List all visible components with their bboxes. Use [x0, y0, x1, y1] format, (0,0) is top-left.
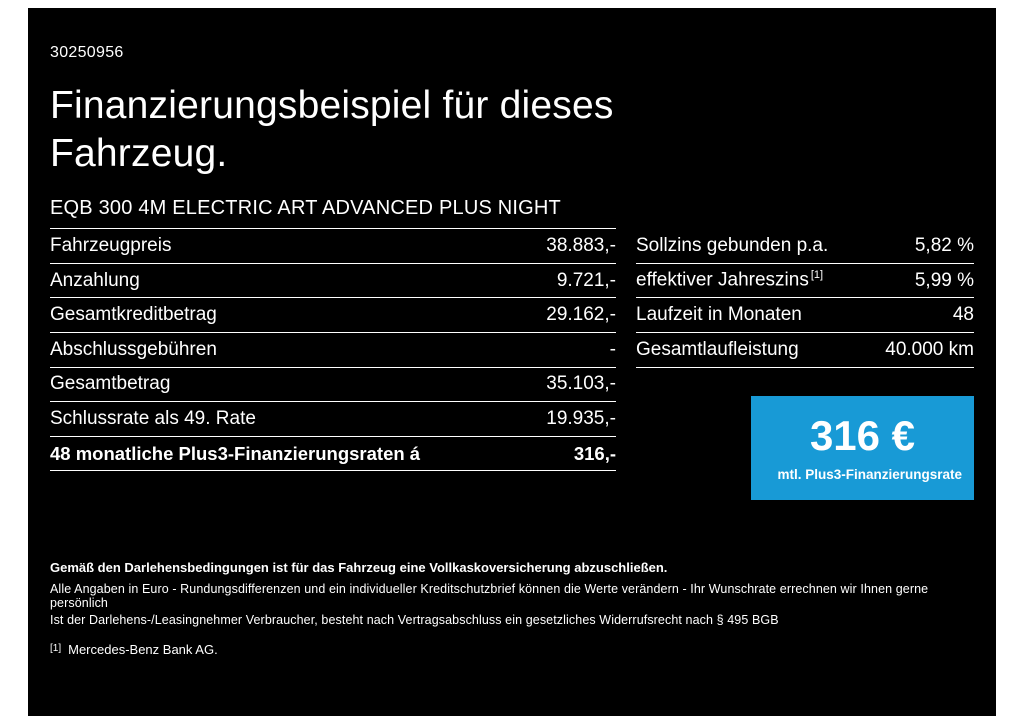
row-value: 48 [952, 304, 974, 326]
table-row-gesamtkreditbetrag: Gesamtkreditbetrag 29.162,- [50, 298, 616, 333]
row-value: 35.103,- [546, 373, 616, 395]
table-row-effektiver-jahreszins: effektiver Jahreszins [1] 5,99 % [636, 264, 974, 299]
row-value: 316,- [573, 442, 616, 464]
footnote-reference: [1] [810, 269, 824, 282]
page-title-line1: Finanzierungsbeispiel für dieses [50, 84, 614, 127]
footnote-text: Mercedes-Benz Bank AG. [68, 641, 218, 657]
row-label: 48 monatliche Plus3-Finanzierungsraten á [50, 442, 421, 464]
vehicle-model-subtitle: EQB 300 4M ELECTRIC ART ADVANCED PLUS NI… [50, 197, 616, 230]
table-row-abschlussgebuehren: Abschlussgebühren - [50, 333, 616, 368]
row-label: Laufzeit in Monaten [636, 304, 802, 326]
rate-box: 316 € mtl. Plus3-Finanzierungsrate [751, 395, 974, 500]
page-title: Finanzierungsbeispiel für dieses Fahrzeug… [50, 82, 974, 177]
row-label: Anzahlung [50, 269, 140, 291]
row-label: Schlussrate als 49. Rate [50, 407, 256, 429]
table-row-gesamtbetrag: Gesamtbetrag 35.103,- [50, 368, 616, 403]
row-label-text: effektiver Jahreszins [636, 269, 809, 291]
rate-caption: mtl. Plus3-Finanzierungsrate [777, 467, 962, 483]
row-label: Abschlussgebühren [50, 338, 217, 360]
row-label: effektiver Jahreszins [1] [636, 269, 823, 291]
financing-left-table: Fahrzeugpreis 38.883,- Anzahlung 9.721,-… [50, 229, 616, 499]
row-value: 38.883,- [546, 234, 616, 256]
row-label: Fahrzeugpreis [50, 234, 172, 256]
row-value: 40.000 km [885, 338, 974, 360]
table-row-gesamtlaufleistung: Gesamtlaufleistung 40.000 km [636, 333, 974, 368]
financing-tables: Fahrzeugpreis 38.883,- Anzahlung 9.721,-… [50, 229, 974, 500]
row-label: Sollzins gebunden p.a. [636, 234, 829, 256]
table-row-fahrzeugpreis: Fahrzeugpreis 38.883,- [50, 229, 616, 264]
row-label: Gesamtkreditbetrag [50, 304, 217, 326]
row-value: 5,99 % [914, 269, 974, 291]
row-value: 9.721,- [556, 269, 616, 291]
footnote: [1] Mercedes-Benz Bank AG. [50, 642, 974, 657]
table-row-anzahlung: Anzahlung 9.721,- [50, 264, 616, 299]
footer-note-2: Ist der Darlehens-/Leasingnehmer Verbrau… [50, 612, 779, 627]
table-row-schlussrate: Schlussrate als 49. Rate 19.935,- [50, 402, 616, 437]
table-row-monatsraten: 48 monatliche Plus3-Finanzierungsraten á… [50, 437, 616, 472]
financing-sheet: 30250956 Finanzierungsbeispiel für diese… [28, 8, 996, 716]
page-title-line2: Fahrzeug. [50, 131, 228, 175]
table-row-laufzeit: Laufzeit in Monaten 48 [636, 298, 974, 333]
row-value: 19.935,- [546, 407, 616, 429]
row-value: 5,82 % [914, 234, 974, 256]
financing-right-column: Sollzins gebunden p.a. 5,82 % effektiver… [636, 229, 974, 500]
document-id: 30250956 [50, 44, 124, 61]
row-label: Gesamtbetrag [50, 373, 171, 395]
legal-footer: Gemäß den Darlehensbedingungen ist für d… [50, 560, 974, 657]
row-value: 29.162,- [546, 304, 616, 326]
rate-amount: 316 € [809, 411, 916, 459]
row-label: Gesamtlaufleistung [636, 338, 799, 360]
row-value: - [609, 338, 616, 360]
footer-note-1: Alle Angaben in Euro - Rundungsdifferenz… [50, 581, 929, 610]
table-row-sollzins: Sollzins gebunden p.a. 5,82 % [636, 229, 974, 264]
footer-bold-note: Gemäß den Darlehensbedingungen ist für d… [50, 559, 668, 575]
footnote-marker: [1] [50, 642, 62, 654]
